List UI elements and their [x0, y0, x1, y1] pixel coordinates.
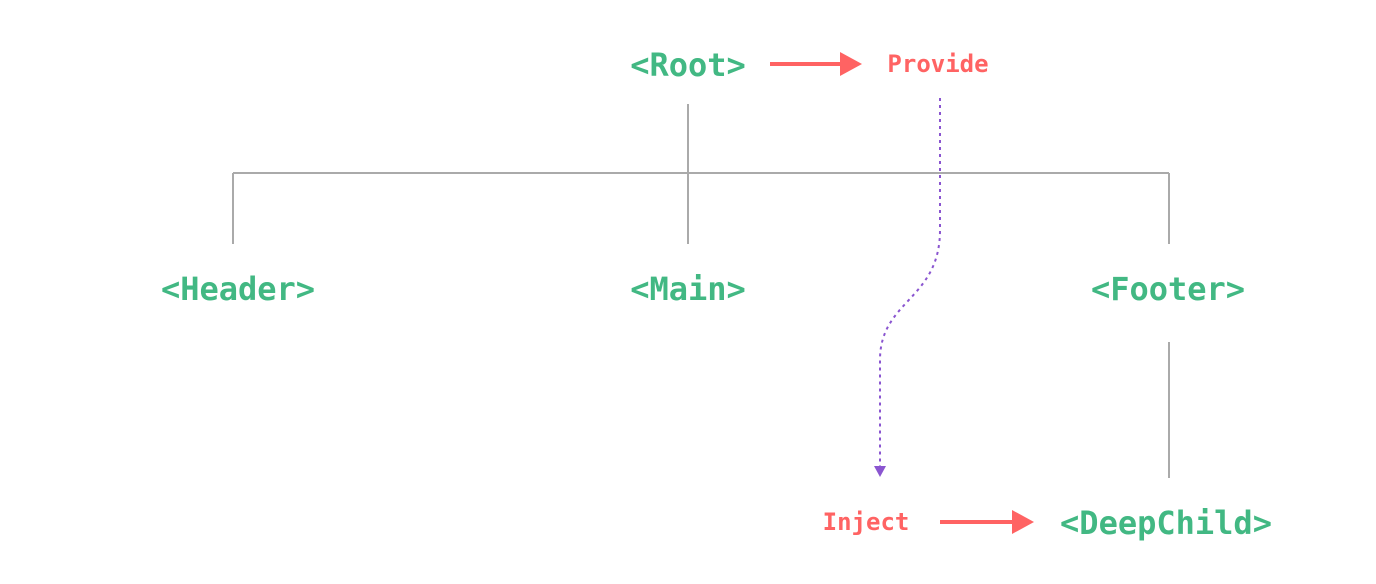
header-node: <Header>: [161, 270, 315, 308]
root-node: <Root>: [630, 46, 746, 84]
tree-lines: [232, 104, 1170, 478]
provide-label: Provide: [887, 50, 988, 78]
footer-node: <Footer>: [1091, 270, 1245, 308]
provide-arrow: [770, 52, 862, 76]
provide-inject-flow: [874, 98, 941, 477]
inject-label: Inject: [823, 508, 910, 536]
deep-child-node: <DeepChild>: [1060, 504, 1272, 542]
inject-arrow: [940, 510, 1034, 534]
main-node: <Main>: [630, 270, 746, 308]
